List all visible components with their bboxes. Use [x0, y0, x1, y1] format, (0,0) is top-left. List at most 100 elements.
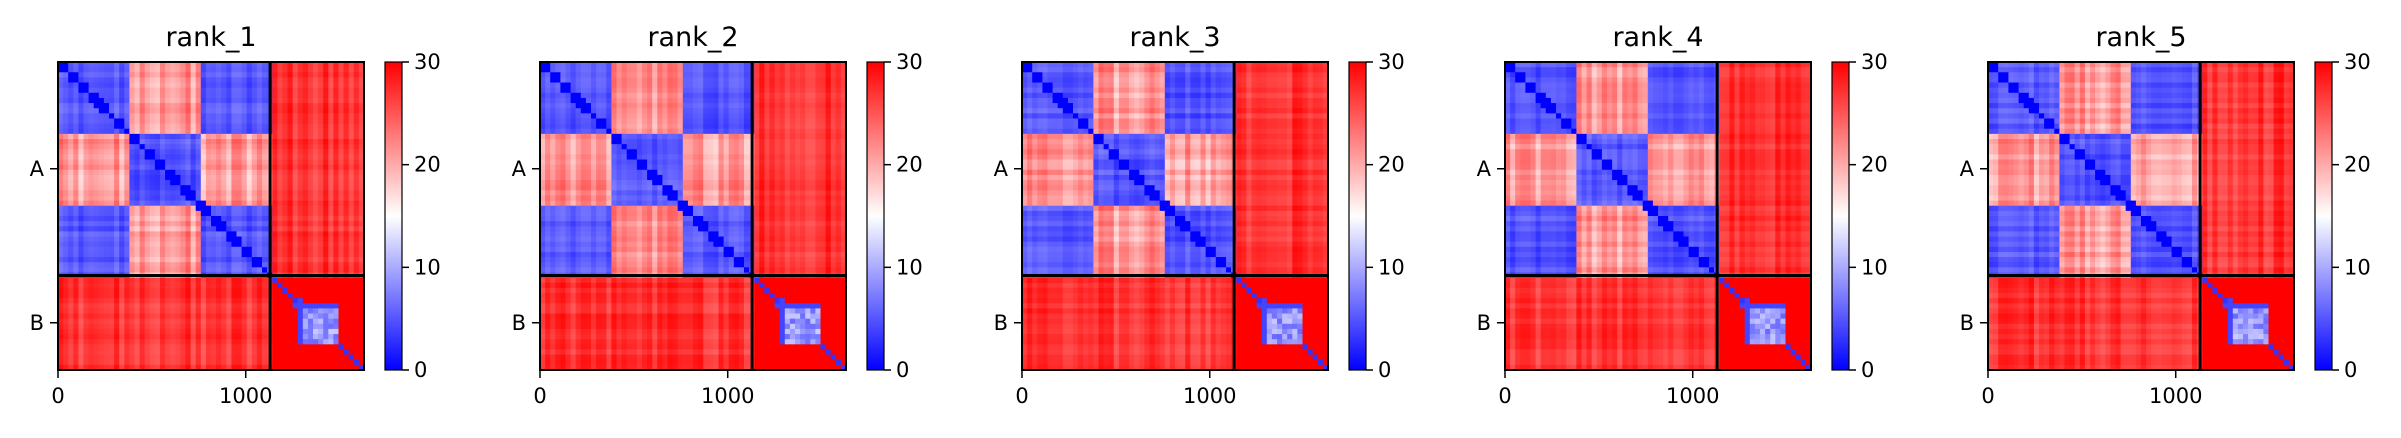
heatmap-cell — [73, 303, 79, 309]
heatmap-cell — [160, 92, 166, 99]
heatmap-cell — [358, 293, 365, 299]
heatmap-cell — [256, 149, 263, 155]
heatmap-cell — [139, 236, 146, 243]
heatmap-cell — [333, 246, 340, 253]
heatmap-cell — [272, 313, 278, 320]
heatmap-cell — [165, 210, 171, 217]
heatmap-cell — [698, 97, 704, 104]
heatmap-cell — [323, 128, 329, 135]
heatmap-cell — [277, 164, 283, 171]
heatmap-cell — [333, 180, 340, 186]
heatmap-cell — [134, 344, 141, 351]
heatmap-cell — [667, 154, 674, 161]
heatmap-cell — [591, 149, 597, 155]
heatmap-cell — [840, 77, 847, 84]
heatmap-cell — [165, 205, 171, 212]
heatmap-cell — [591, 159, 597, 166]
heatmap-cell — [318, 318, 324, 325]
heatmap-cell — [68, 328, 74, 335]
heatmap-cell — [784, 169, 791, 176]
heatmap-cell — [134, 241, 141, 248]
heatmap-cell — [575, 174, 582, 181]
heatmap-cell — [195, 108, 202, 114]
heatmap-cell — [585, 123, 592, 130]
heatmap-cell — [114, 164, 120, 171]
heatmap-cell — [800, 174, 806, 181]
heatmap-cell — [616, 103, 623, 109]
heatmap-cell — [540, 77, 546, 84]
heatmap-cell — [795, 72, 801, 78]
heatmap-cell — [626, 113, 633, 120]
heatmap-cell — [292, 159, 299, 166]
heatmap-cell — [200, 82, 207, 89]
heatmap-cell — [63, 139, 69, 145]
heatmap-cell — [282, 123, 289, 130]
heatmap-cell — [160, 282, 166, 289]
heatmap-cell — [241, 241, 248, 248]
heatmap-cell — [88, 298, 95, 304]
heatmap-cell — [810, 67, 816, 73]
heatmap-cell — [58, 113, 64, 120]
heatmap-cell — [256, 77, 263, 84]
heatmap-cell — [251, 67, 258, 73]
heatmap-cell — [307, 236, 314, 243]
heatmap-cell — [292, 210, 299, 217]
heatmap-cell — [636, 169, 643, 176]
heatmap-cell — [83, 118, 90, 125]
heatmap-cell — [205, 293, 212, 299]
heatmap-cell — [287, 210, 294, 217]
heatmap-cell — [195, 293, 202, 299]
heatmap-cell — [835, 77, 842, 84]
heatmap-cell — [323, 334, 329, 340]
heatmap-cell — [318, 328, 324, 335]
heatmap-cell — [591, 82, 597, 89]
heatmap-cell — [708, 118, 714, 125]
heatmap-cell — [328, 221, 334, 227]
heatmap-cell — [63, 149, 69, 155]
heatmap-cell — [642, 154, 648, 161]
heatmap-cell — [205, 190, 212, 197]
heatmap-cell — [292, 277, 299, 284]
heatmap-cell — [662, 92, 669, 99]
heatmap-cell — [251, 339, 258, 345]
heatmap-cell — [246, 113, 253, 120]
heatmap-cell — [103, 200, 110, 207]
heatmap-cell — [328, 308, 334, 315]
heatmap-cell — [348, 267, 355, 274]
heatmap-cell — [292, 241, 299, 248]
heatmap-cell — [348, 262, 355, 268]
heatmap-cell — [216, 123, 222, 130]
heatmap-cell — [272, 308, 278, 315]
heatmap-cell — [195, 246, 202, 253]
heatmap-cell — [277, 174, 283, 181]
heatmap-cell — [580, 77, 587, 84]
heatmap-cell — [211, 210, 217, 217]
heatmap-cell — [68, 293, 74, 299]
heatmap-cell — [205, 113, 212, 120]
heatmap-cell — [129, 185, 136, 191]
heatmap-cell — [165, 92, 171, 99]
heatmap-cell — [205, 231, 212, 238]
heatmap-cell — [124, 221, 130, 227]
heatmap-cell — [139, 82, 146, 89]
heatmap-cell — [170, 200, 176, 207]
heatmap-cell — [241, 323, 248, 330]
heatmap-cell — [241, 226, 248, 232]
heatmap-cell — [63, 277, 69, 284]
heatmap-cell — [810, 92, 816, 99]
heatmap-cell — [292, 133, 299, 140]
heatmap-cell — [277, 354, 283, 361]
heatmap-cell — [754, 149, 760, 155]
heatmap-cell — [693, 144, 699, 150]
heatmap-cell — [170, 236, 176, 243]
heatmap-cell — [103, 241, 110, 248]
heatmap-cell — [241, 128, 248, 135]
heatmap-cell — [205, 308, 212, 315]
heatmap-cell — [170, 364, 176, 371]
heatmap-cell — [165, 334, 171, 340]
heatmap-cell — [287, 185, 294, 191]
heatmap-cell — [226, 287, 232, 294]
heatmap-cell — [160, 169, 166, 176]
heatmap-cell — [738, 108, 745, 114]
heatmap-cell — [134, 334, 141, 340]
